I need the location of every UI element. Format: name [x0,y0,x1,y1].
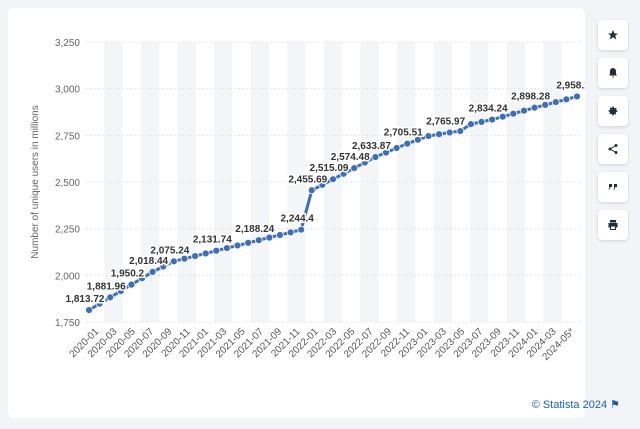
data-point [551,98,560,107]
data-point [212,246,221,255]
data-label: 2,018.44 [129,256,168,267]
data-label: 2,898.28 [511,92,550,103]
data-label: 2,515.09 [310,163,349,174]
data-label: 2,705.51 [384,128,423,139]
data-label: 2,455.69 [288,174,327,185]
column-band [287,42,306,322]
data-point [138,274,146,283]
bell-icon [609,68,617,78]
data-label: 1,881.96 [87,281,126,292]
data-point [339,169,348,178]
settings-button[interactable] [598,96,628,126]
data-label: 2,574.48 [331,152,370,163]
data-point [562,95,571,104]
credit-text: © Statista 2024 [531,399,608,411]
data-point [329,175,337,184]
data-label: 2,188.24 [235,224,274,235]
data-point [467,120,475,129]
data-point [371,153,380,161]
data-point [106,293,115,302]
y-tick-label: 3,000 [55,85,80,96]
flag-icon: ⚑ [610,399,620,411]
data-point [477,117,486,126]
column-band [104,42,123,322]
data-point [244,238,253,247]
data-point [265,233,274,242]
data-point [307,186,316,195]
data-point [201,249,210,258]
share-icon [608,144,618,154]
data-point [392,144,401,152]
data-point [191,252,199,261]
data-label: 2,131.74 [193,235,232,246]
data-point [403,139,412,148]
y-tick-label: 1,750 [55,318,80,329]
quote-icon [608,184,617,190]
print-icon [608,220,618,230]
data-point [180,254,189,263]
data-point [456,127,465,135]
chart-card: 1,750 2,000 2,250 2,500 2,750 3,000 3,250 Numbe… [8,8,585,418]
y-tick-label: 2,000 [55,271,80,282]
data-label: 2,958.1 [556,80,585,91]
y-tick-label: 2,750 [55,131,80,142]
data-point [413,135,422,144]
data-point [318,180,327,189]
data-point [276,231,284,239]
column-band [543,42,562,322]
data-point [169,257,178,266]
y-tick-label: 3,250 [55,38,80,49]
data-point [435,130,443,139]
data-point [530,103,539,112]
data-point [520,106,528,115]
data-point [509,109,518,118]
share-button[interactable] [598,134,628,164]
data-label: 2,633.87 [352,141,391,152]
data-label: 2,834.24 [469,104,508,115]
data-point [159,262,168,271]
data-point [85,306,93,315]
gear-icon [608,106,618,116]
data-point [95,299,104,308]
data-label: 2,244.4 [280,214,314,225]
data-point [360,158,369,167]
data-point [297,225,306,234]
data-point [233,241,242,250]
column-band [360,42,379,322]
data-point [424,132,433,140]
favorite-button[interactable] [598,20,628,50]
print-button[interactable] [598,210,628,240]
data-point [541,101,550,109]
alert-button[interactable] [598,58,628,88]
line-chart: 1,750 2,000 2,250 2,500 2,750 3,000 3,250 Numbe… [30,38,585,363]
y-axis-title: Number of unique users in millions [30,105,41,258]
data-point [116,287,125,295]
data-point [573,92,581,101]
data-point [148,267,157,276]
data-point [286,228,295,237]
y-tick-label: 2,500 [55,178,80,189]
data-point [498,112,507,121]
data-point [445,128,454,137]
data-point [127,280,136,289]
data-point [223,244,231,252]
data-label: 1,813.72 [66,294,105,305]
y-tick-label: 2,250 [55,225,80,236]
data-label: 1,950.2 [111,269,145,280]
toolbar [598,20,628,248]
data-point [350,164,359,172]
statista-credit[interactable]: © Statista 2024 ⚑ [532,398,620,411]
data-point [254,236,263,245]
data-label: 2,765.97 [426,117,465,128]
star-icon [608,30,618,40]
data-point [382,148,390,157]
data-label: 2,075.24 [150,245,189,256]
cite-button[interactable] [598,172,628,202]
data-point [488,115,497,124]
